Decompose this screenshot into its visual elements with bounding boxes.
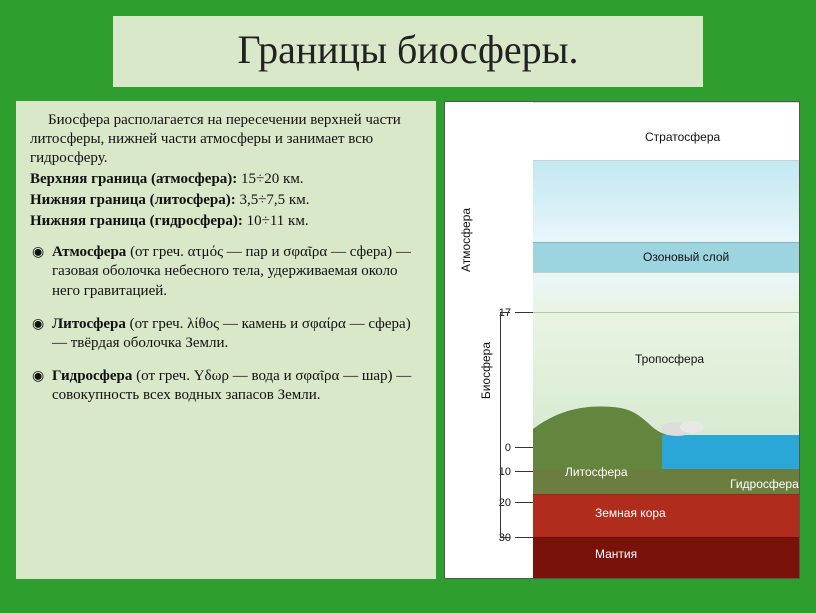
- earth-layers-diagram: Стратосфера Озоновый слой Тропосфера Лит…: [444, 101, 800, 579]
- bound-litho: Нижняя граница (литосфера): 3,5÷7,5 км.: [30, 191, 422, 210]
- biosphere-bracket: [500, 312, 501, 537]
- def-atmosphere: Атмосфера (от греч. ατμός — пар и σφαῖρα…: [30, 243, 422, 301]
- tick-17: 17: [515, 312, 533, 313]
- biosphere-bracket-bot: [500, 537, 510, 538]
- bound-upper: Верхняя граница (атмосфера): 15÷20 км.: [30, 170, 422, 189]
- tick-20: 20: [515, 502, 533, 503]
- def-lithosphere: Литосфера (от греч. λίθος — камень и σφα…: [30, 315, 422, 353]
- layer-atmosphere: [533, 160, 799, 242]
- layer-below-ozone: [533, 272, 799, 312]
- label-atmosphere: Атмосфера: [459, 170, 473, 272]
- biosphere-bracket-top: [500, 312, 510, 313]
- label-hydrosphere: Гидросфера: [730, 477, 799, 491]
- tick-10: 10: [515, 471, 533, 472]
- label-crust: Земная кора: [595, 506, 666, 520]
- land-sea-illustration: [533, 399, 799, 469]
- label-lithosphere: Литосфера: [565, 465, 628, 479]
- intro-text: Биосфера располагается на пересечении ве…: [30, 111, 422, 169]
- layer-mantle: [533, 537, 799, 579]
- slide: Границы биосферы. Биосфера располагается…: [12, 16, 804, 605]
- label-ozone: Озоновый слой: [643, 250, 729, 264]
- label-troposphere: Тропосфера: [635, 352, 704, 366]
- bound-hydro: Нижняя граница (гидросфера): 10÷11 км.: [30, 212, 422, 231]
- title-box: Границы биосферы.: [113, 16, 703, 87]
- layer-crust: [533, 494, 799, 537]
- definitions-list: Атмосфера (от греч. ατμός — пар и σφαῖρα…: [30, 243, 422, 405]
- content-row: Биосфера располагается на пересечении ве…: [12, 101, 804, 579]
- def-hydrosphere: Гидросфера (от греч. Yδωρ — вода и σφαῖρ…: [30, 367, 422, 405]
- label-stratosphere: Стратосфера: [645, 130, 720, 144]
- tick-30: 30: [515, 537, 533, 538]
- page-title: Границы биосферы.: [133, 26, 683, 73]
- tick-0: 0: [515, 447, 533, 448]
- label-mantle: Мантия: [595, 547, 637, 561]
- label-biosphere: Биосфера: [479, 342, 493, 399]
- text-panel: Биосфера располагается на пересечении ве…: [16, 101, 436, 579]
